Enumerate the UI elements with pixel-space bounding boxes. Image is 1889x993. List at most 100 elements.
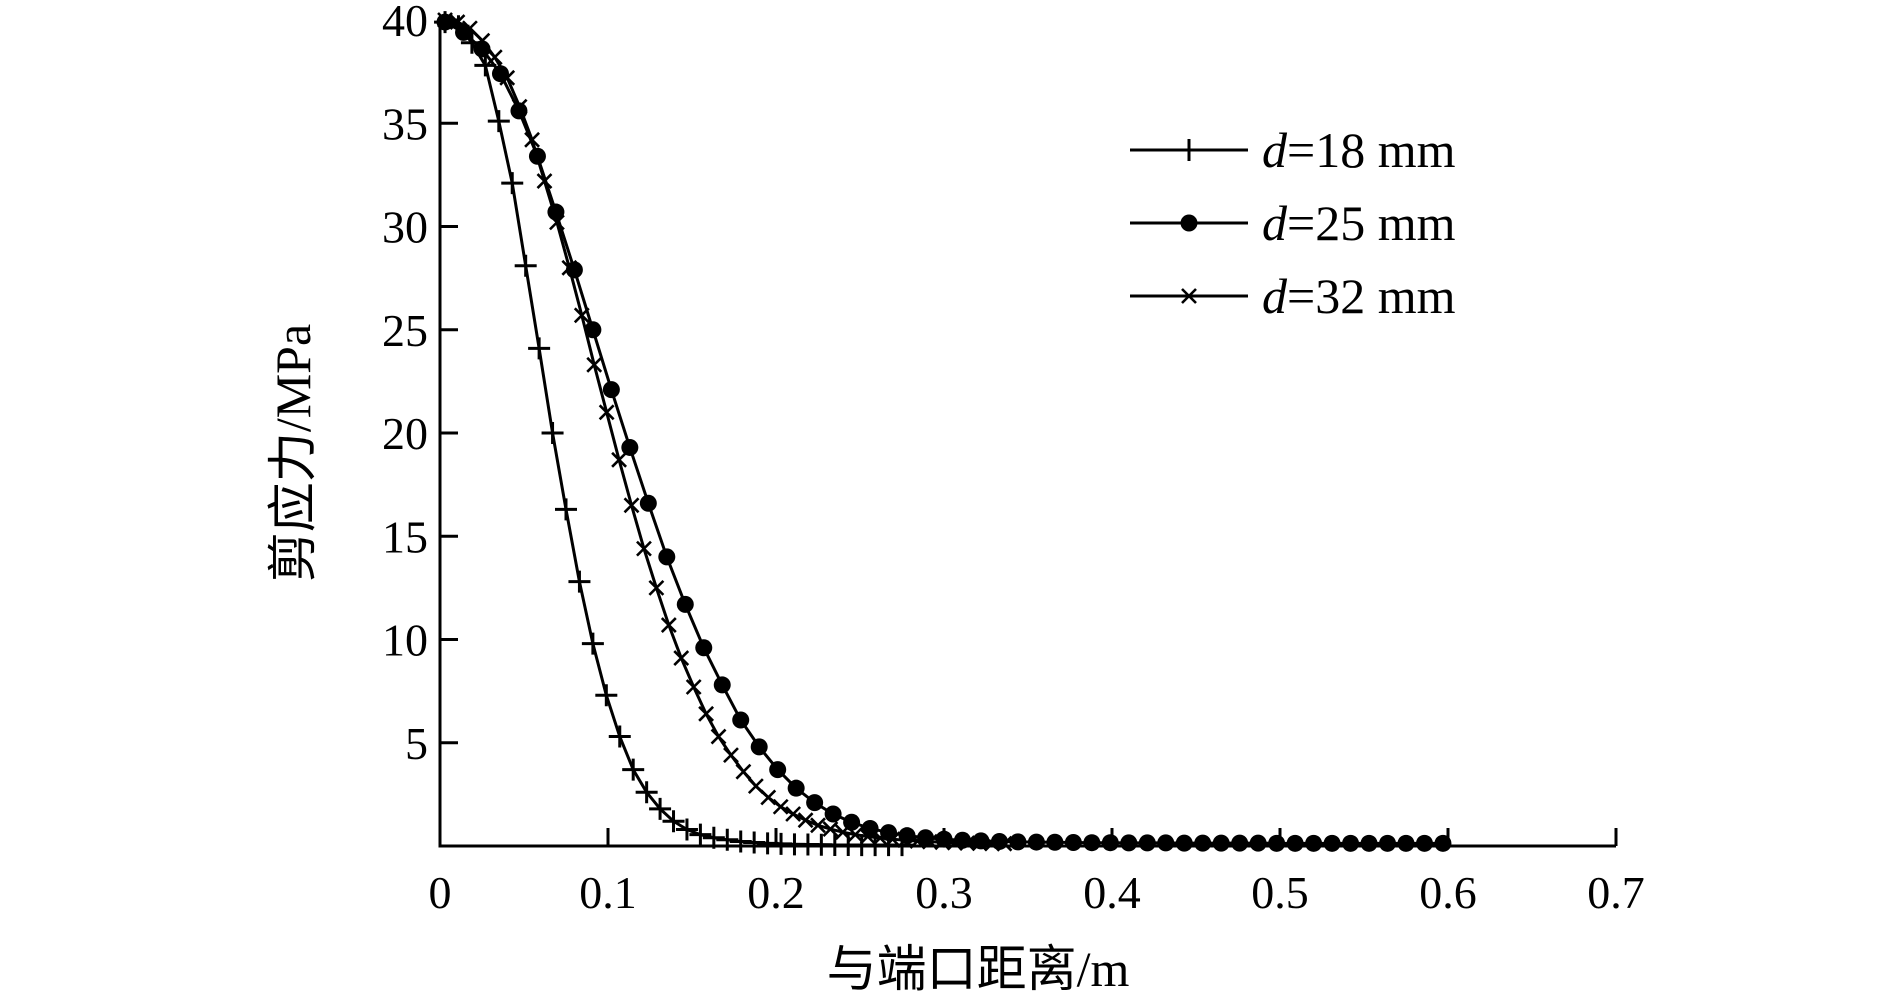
y-tick-label: 30 [382, 202, 428, 253]
data-point [1268, 834, 1286, 852]
data-point [1379, 834, 1397, 852]
tick-labels: 0 0.1 0.2 0.3 0.4 0.5 0.6 0.7 5 10 15 20 25 30 35 40 [382, 0, 1645, 918]
data-point [622, 758, 645, 781]
data-point [658, 548, 676, 566]
data-point [1175, 834, 1193, 852]
legend-label: d=32 mm [1262, 268, 1456, 324]
data-point [511, 98, 528, 115]
x-tick-label: 0 [429, 867, 452, 918]
data-point [1212, 834, 1230, 852]
data-point [702, 826, 725, 849]
legend-marker [1178, 139, 1200, 161]
data-point [713, 676, 731, 694]
y-axis-label: 剪应力/MPa [265, 324, 321, 582]
data-point [561, 259, 578, 276]
data-point [689, 823, 712, 846]
data-point [1194, 834, 1212, 852]
data-point [536, 173, 553, 189]
x-axis-label: 与端口距离/m [827, 941, 1130, 993]
data-point [760, 789, 777, 806]
data-point [1434, 834, 1452, 852]
data-point [524, 131, 540, 148]
data-point [732, 711, 750, 729]
x-tick-label: 0.3 [915, 867, 973, 918]
data-point [695, 639, 713, 657]
data-point [602, 381, 620, 399]
data-point [555, 498, 577, 521]
data-point [810, 817, 826, 834]
data-point [436, 13, 454, 31]
data-point [581, 632, 604, 655]
data-point [595, 684, 618, 707]
legend-label-rest: =25 mm [1287, 195, 1456, 251]
data-point [884, 831, 901, 848]
data-point [573, 307, 590, 324]
x-tick-label: 0.7 [1587, 867, 1645, 918]
data-point [1415, 834, 1433, 852]
legend-label: d=25 mm [1262, 195, 1456, 251]
y-tick-label: 15 [382, 511, 428, 562]
data-point [1323, 834, 1341, 852]
legend-label-rest: =32 mm [1287, 268, 1456, 324]
data-point [1157, 834, 1175, 852]
data-point [1009, 833, 1027, 851]
x-tick-label: 0.5 [1251, 867, 1309, 918]
data-point [1231, 834, 1249, 852]
x-tick-label: 0.6 [1419, 867, 1477, 918]
data-point [528, 337, 551, 360]
data-point [514, 254, 537, 277]
data-point [1027, 833, 1045, 851]
data-point [501, 172, 524, 195]
data-point [1305, 834, 1323, 852]
data-point [621, 438, 639, 456]
y-tick-label: 40 [382, 0, 428, 46]
y-tick-label: 20 [382, 408, 428, 459]
data-point [648, 579, 665, 596]
data-point [1249, 834, 1267, 852]
data-point [541, 422, 564, 444]
data-point [822, 821, 839, 837]
y-tick-label: 10 [382, 615, 428, 666]
data-point [549, 214, 565, 231]
data-point [1101, 834, 1119, 852]
data-point [1083, 834, 1101, 852]
data-point [772, 798, 789, 815]
data-point [491, 65, 509, 83]
data-point [1360, 834, 1378, 852]
data-point [959, 835, 976, 852]
data-point [797, 812, 814, 829]
data-point [824, 805, 842, 823]
data-point [934, 834, 951, 851]
x-tick-label: 0.1 [579, 867, 637, 918]
data-point [474, 32, 491, 49]
y-tick-label: 5 [405, 718, 428, 769]
series-line [444, 20, 902, 847]
y-tick-label: 25 [382, 305, 428, 356]
data-point [880, 824, 898, 842]
data-point [486, 49, 503, 66]
data-point [598, 404, 615, 421]
data-point [635, 781, 658, 804]
data-point [639, 494, 657, 512]
x-tick-label: 0.4 [1083, 867, 1141, 918]
legend-item: d=25 mm [1130, 195, 1456, 251]
data-point [623, 497, 640, 514]
data-point [584, 321, 602, 339]
data-point [676, 595, 694, 613]
data-point [568, 570, 591, 593]
data-point [673, 650, 690, 667]
data-point [487, 110, 510, 133]
series-plus [434, 11, 913, 857]
legend-label: d=18 mm [1262, 122, 1456, 178]
data-point [872, 830, 889, 846]
series-layer [434, 11, 1452, 857]
legend-label-rest: =18 mm [1287, 122, 1456, 178]
data-point [1286, 834, 1304, 852]
data-point [996, 835, 1013, 852]
data-point [716, 828, 739, 851]
data-point [1046, 833, 1064, 851]
legend-label-italic: d [1262, 268, 1288, 324]
data-point [1120, 834, 1138, 852]
y-tick-label: 35 [382, 98, 428, 149]
legend: d=18 mmd=25 mmd=32 mm [1130, 122, 1456, 324]
